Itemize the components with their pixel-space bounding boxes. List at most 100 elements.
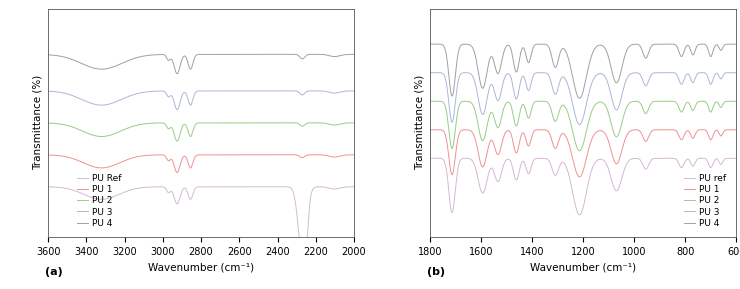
PU 3 <box>615 104 624 108</box>
PU 3 <box>349 89 358 92</box>
PU Ref <box>314 185 323 188</box>
PU ref <box>679 164 687 167</box>
PU 4 <box>732 42 740 46</box>
PU 4 <box>297 56 306 60</box>
PU 4 <box>679 52 687 55</box>
PU 2 <box>732 99 740 103</box>
PU 1 <box>50 153 58 157</box>
PU 4 <box>575 97 584 100</box>
PU 2 <box>349 121 358 125</box>
PU 4 <box>278 53 286 56</box>
PU 4 <box>349 53 358 56</box>
PU 2 <box>314 121 323 125</box>
PU 4 <box>615 77 624 81</box>
PU 1 <box>679 136 687 139</box>
Y-axis label: Transmittance (%): Transmittance (%) <box>33 75 42 171</box>
PU 3 <box>44 90 53 93</box>
Line: PU 1: PU 1 <box>431 130 736 177</box>
PU 1 <box>297 155 306 159</box>
PU ref <box>426 157 435 160</box>
PU 4 <box>44 53 53 57</box>
PU 1 <box>82 162 91 166</box>
Y-axis label: Transmittance (%): Transmittance (%) <box>415 75 425 171</box>
PU Ref <box>232 185 241 188</box>
PU ref <box>732 157 740 160</box>
PU 2 <box>465 100 474 103</box>
PU 4 <box>172 72 181 75</box>
PU 2 <box>297 124 306 127</box>
PU Ref <box>349 185 358 188</box>
PU 1 <box>232 153 241 157</box>
PU 4 <box>432 42 441 46</box>
PU 3 <box>172 108 181 112</box>
PU Ref <box>263 185 272 188</box>
PU 2 <box>426 99 435 103</box>
PU 4 <box>697 42 706 46</box>
PU 1 <box>278 153 286 157</box>
Text: (a): (a) <box>45 267 63 277</box>
PU 2 <box>172 139 181 143</box>
PU 3 <box>314 89 323 93</box>
PU 1 <box>219 153 228 157</box>
Line: PU ref: PU ref <box>431 158 736 215</box>
PU 1 <box>575 175 584 179</box>
Line: PU 2: PU 2 <box>48 123 354 141</box>
PU 2 <box>575 149 584 153</box>
PU 4 <box>602 48 610 51</box>
PU ref <box>697 157 706 160</box>
PU 1 <box>697 128 706 131</box>
PU 2 <box>219 121 228 125</box>
PU 1 <box>349 153 358 157</box>
PU 4 <box>314 53 323 56</box>
PU 1 <box>602 133 610 136</box>
Line: PU 3: PU 3 <box>431 73 736 125</box>
Line: PU 3: PU 3 <box>48 91 354 110</box>
PU 3 <box>432 71 441 74</box>
PU 3 <box>575 123 584 126</box>
Line: PU 4: PU 4 <box>431 44 736 98</box>
Text: (b): (b) <box>428 267 445 277</box>
PU ref <box>432 157 441 160</box>
PU 1 <box>172 171 181 174</box>
PU 3 <box>50 90 58 93</box>
PU Ref <box>219 185 228 188</box>
PU 3 <box>602 76 610 79</box>
PU 3 <box>426 71 435 74</box>
PU 4 <box>50 53 58 57</box>
PU 3 <box>465 71 474 75</box>
PU ref <box>575 213 584 216</box>
X-axis label: Wavenumber (cm⁻¹): Wavenumber (cm⁻¹) <box>148 262 254 272</box>
PU 2 <box>697 99 706 103</box>
PU 3 <box>82 100 91 103</box>
PU Ref <box>44 185 53 189</box>
PU 1 <box>615 159 624 162</box>
PU 2 <box>50 122 58 125</box>
PU 2 <box>232 121 241 125</box>
PU 2 <box>44 121 53 125</box>
PU Ref <box>297 250 306 253</box>
PU Ref <box>50 185 58 189</box>
Line: PU 2: PU 2 <box>431 101 736 151</box>
PU 3 <box>697 71 706 75</box>
Line: PU Ref: PU Ref <box>48 187 354 263</box>
PU 1 <box>44 153 53 157</box>
PU 1 <box>432 128 441 131</box>
PU 1 <box>465 129 474 132</box>
PU 2 <box>82 131 91 135</box>
PU 2 <box>679 108 687 112</box>
PU 1 <box>314 153 323 157</box>
PU 4 <box>465 43 474 47</box>
PU 4 <box>232 53 241 56</box>
PU 3 <box>297 92 306 96</box>
PU 4 <box>426 42 435 46</box>
PU 1 <box>426 128 435 131</box>
PU ref <box>615 186 624 189</box>
PU 3 <box>219 89 228 92</box>
PU 3 <box>278 89 287 92</box>
Legend: PU ref, PU 1, PU 2, PU 3, PU 4: PU ref, PU 1, PU 2, PU 3, PU 4 <box>684 174 726 228</box>
PU 1 <box>732 128 740 131</box>
Legend: PU Ref, PU 1, PU 2, PU 3, PU 4: PU Ref, PU 1, PU 2, PU 3, PU 4 <box>77 174 121 228</box>
Line: PU 4: PU 4 <box>48 54 354 74</box>
PU 4 <box>219 53 228 56</box>
PU 2 <box>432 99 441 103</box>
